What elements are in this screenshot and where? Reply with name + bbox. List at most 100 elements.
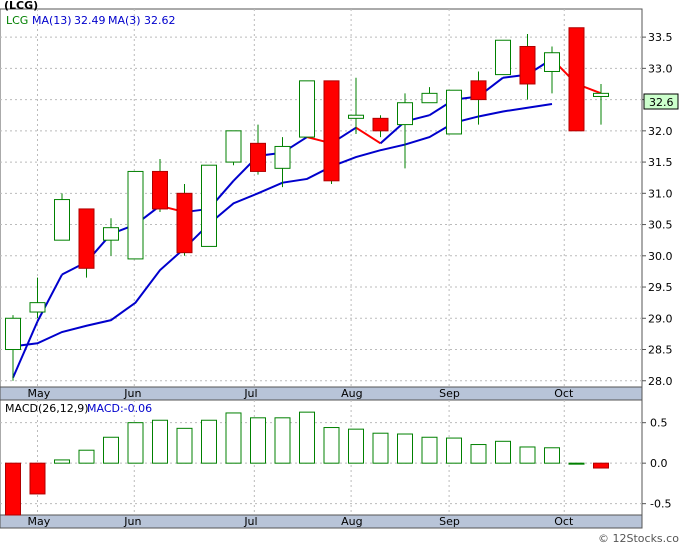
price-x-tick-label: Aug: [341, 387, 362, 400]
legend-ma13-value: 32.49: [74, 14, 106, 27]
ma3-segment: [355, 126, 382, 145]
macd-bar: [78, 449, 95, 464]
candle-body: [29, 302, 46, 313]
macd-bar: [201, 419, 217, 464]
ma3-segment: [12, 320, 39, 379]
candle-body: [323, 80, 340, 182]
macd-bar: [176, 427, 193, 464]
price-y-tick-label: 33.0: [648, 62, 673, 75]
ticker-label: (LCG): [4, 0, 38, 12]
macd-legend-value: MACD:-0.06: [87, 402, 152, 415]
candle-body: [225, 130, 242, 163]
macd-bar: [323, 427, 340, 464]
macd-bar: [225, 412, 242, 464]
price-legend: LCG MA(13) 32.49 MA(3) 32.62: [6, 14, 176, 27]
candle-body: [103, 227, 119, 241]
macd-bar: [127, 422, 144, 464]
candle-body: [5, 317, 21, 351]
candle-body: [593, 92, 609, 97]
macd-bar: [593, 462, 609, 469]
macd-bar: [446, 437, 462, 464]
candle-body: [544, 52, 560, 72]
price-y-tick-label: 33.5: [648, 31, 673, 44]
price-y-tick-label: 31.0: [648, 187, 673, 200]
price-y-tick-label: 31.5: [648, 156, 673, 169]
macd-bar: [397, 433, 413, 464]
macd-grid: [0, 400, 642, 515]
macd-x-tick-label: Aug: [341, 515, 362, 528]
macd-legend: MACD(26,12,9) MACD:-0.06: [5, 402, 152, 415]
legend-ma3-value: 32.62: [144, 14, 176, 27]
macd-bar: [5, 462, 21, 516]
legend-ma3-label: MA(3): [108, 14, 141, 27]
candle-body: [470, 80, 487, 101]
candle-body: [397, 102, 413, 126]
watermark: © 12Stocks.com: [598, 532, 680, 545]
macd-bar: [54, 459, 70, 464]
macd-legend-label: MACD(26,12,9): [5, 402, 89, 415]
last-price-label: 32.6: [649, 96, 674, 109]
candle-body: [250, 142, 266, 172]
macd-bar: [348, 428, 364, 464]
macd-histogram: [5, 411, 609, 516]
price-x-tick-label: May: [28, 387, 51, 400]
macd-bar: [568, 462, 585, 465]
macd-x-tick-label: Jun: [123, 515, 141, 528]
price-x-tick-label: Sep: [439, 387, 460, 400]
ma3-segment: [36, 274, 63, 322]
macd-bar: [519, 446, 536, 464]
macd-y-tick-label: 0.0: [650, 457, 668, 470]
macd-bar: [372, 432, 389, 464]
candle-body: [201, 164, 217, 247]
candle-body: [274, 145, 291, 169]
macd-bar: [274, 417, 291, 464]
macd-bar: [495, 440, 511, 464]
macd-bar: [299, 411, 315, 464]
macd-bar: [544, 447, 560, 464]
candle-body: [348, 114, 364, 119]
macd-x-tick-label: Sep: [439, 515, 460, 528]
macd-bar: [103, 436, 119, 464]
macd-bar: [421, 436, 438, 464]
price-y-tick-label: 28.5: [648, 344, 673, 357]
candle-body: [54, 199, 70, 241]
legend-ma13-label: MA(13): [32, 14, 72, 27]
macd-x-ticks: May Jun Jul Aug Sep Oct: [28, 515, 574, 528]
macd-x-tick-label: Jul: [243, 515, 257, 528]
candle-body: [495, 39, 511, 76]
macd-bar: [250, 417, 266, 464]
candle-body: [299, 80, 315, 138]
candle-body: [372, 117, 389, 132]
macd-x-tick-label: Oct: [554, 515, 574, 528]
candle-body: [519, 45, 536, 85]
macd-y-ticks: 0.5 0.0 -0.5: [642, 417, 671, 511]
candle-body: [152, 170, 168, 210]
legend-lcg: LCG: [6, 14, 28, 27]
price-x-tick-label: Jun: [123, 387, 141, 400]
macd-bar: [470, 444, 487, 464]
price-x-tick-label: Oct: [554, 387, 574, 400]
price-y-tick-label: 30.0: [648, 250, 673, 263]
price-y-tick-label: 29.0: [648, 312, 673, 325]
ma3-segment: [379, 120, 406, 145]
macd-bar: [29, 462, 46, 495]
price-y-tick-label: 28.0: [648, 375, 673, 388]
candle-body: [446, 89, 462, 135]
candle-body: [127, 170, 144, 260]
candle-body: [78, 208, 95, 269]
macd-axis-strip: [0, 514, 643, 529]
price-x-ticks: May Jun Jul Aug Sep Oct: [28, 387, 574, 400]
price-y-tick-label: 30.5: [648, 219, 673, 232]
macd-y-tick-label: -0.5: [650, 498, 671, 511]
price-y-tick-label: 29.5: [648, 281, 673, 294]
macd-y-tick-label: 0.5: [650, 417, 668, 430]
macd-bar: [152, 419, 168, 464]
candle-body: [176, 192, 193, 254]
last-price-box: [643, 93, 679, 110]
price-axis-strip: [0, 386, 643, 401]
price-y-tick-label: 32.0: [648, 125, 673, 138]
candle-body: [568, 27, 585, 132]
macd-x-tick-label: May: [28, 515, 51, 528]
price-y-ticks: 33.533.032.532.031.531.030.530.029.529.0…: [642, 31, 673, 388]
